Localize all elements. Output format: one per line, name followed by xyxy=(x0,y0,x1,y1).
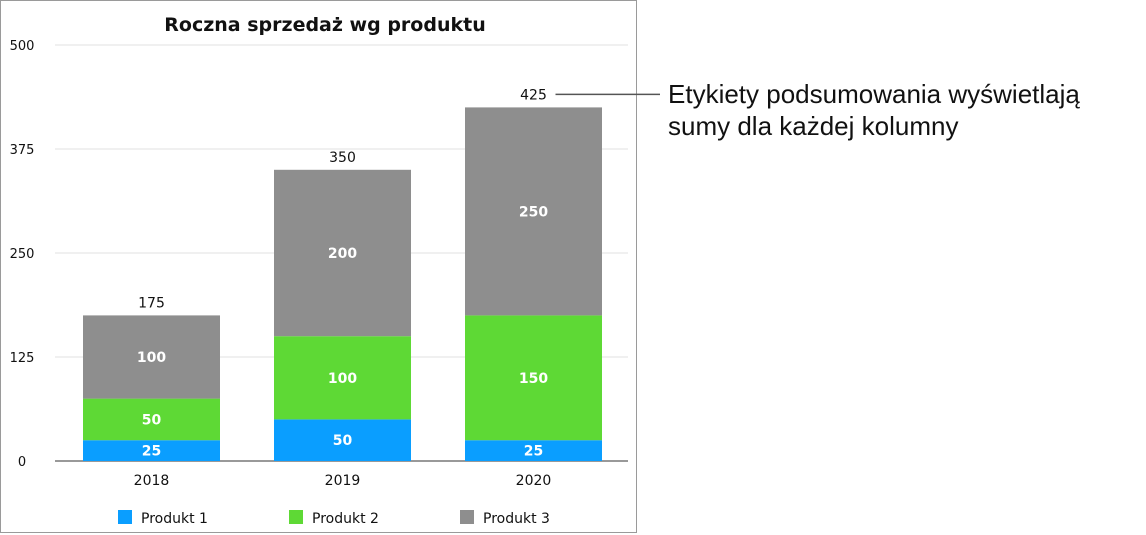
bar-segment xyxy=(83,440,220,461)
segment-value-label: 50 xyxy=(333,433,353,449)
segment-value-label: 50 xyxy=(142,412,162,428)
callout-line-1: Etykiety podsumowania wyświetlają xyxy=(668,79,1080,109)
x-category-label: 2019 xyxy=(325,473,361,489)
bar-segment xyxy=(274,169,411,337)
y-axis-ticks: 0 125 250 375 500 xyxy=(10,39,35,470)
legend-swatch xyxy=(460,510,474,524)
bar-segment xyxy=(83,315,220,399)
callout-annotation: Etykiety podsumowania wyświetlają sumy d… xyxy=(668,78,1080,142)
legend-swatch xyxy=(289,510,303,524)
y-tick-label: 125 xyxy=(10,351,35,366)
y-tick-label: 375 xyxy=(10,143,35,158)
chart-title: Roczna sprzedaż wg produktu xyxy=(164,14,485,36)
bars xyxy=(83,107,602,461)
bar-segment xyxy=(465,315,602,441)
total-value-label: 425 xyxy=(520,87,547,103)
bar-labels: 25 50 100 175 50 100 200 350 25 150 250 425 xyxy=(137,87,548,459)
bar-segment xyxy=(274,419,411,461)
total-value-label: 175 xyxy=(138,295,165,311)
segment-value-label: 100 xyxy=(328,371,357,387)
segment-value-label: 150 xyxy=(519,371,548,387)
y-tick-label: 250 xyxy=(10,247,35,262)
segment-value-label: 25 xyxy=(524,444,543,460)
segment-value-label: 100 xyxy=(137,350,166,366)
y-tick-label: 0 xyxy=(18,455,26,470)
callout-line-2: sumy dla każdej kolumny xyxy=(668,111,959,141)
total-value-label: 350 xyxy=(329,150,356,166)
legend-swatch xyxy=(118,510,132,524)
legend-label: Produkt 2 xyxy=(312,511,379,527)
segment-value-label: 200 xyxy=(328,246,357,262)
y-tick-label: 500 xyxy=(10,39,35,54)
segment-value-label: 25 xyxy=(142,444,161,460)
bar-segment xyxy=(274,336,411,420)
legend-label: Produkt 1 xyxy=(141,511,208,527)
x-category-label: 2018 xyxy=(134,473,170,489)
segment-value-label: 250 xyxy=(519,204,548,220)
x-category-label: 2020 xyxy=(516,473,552,489)
x-axis-labels: 2018 2019 2020 xyxy=(134,473,552,489)
legend-label: Produkt 3 xyxy=(483,511,550,527)
bar-segment xyxy=(83,398,220,441)
legend: Produkt 1 Produkt 2 Produkt 3 xyxy=(118,510,550,527)
bar-segment xyxy=(465,440,602,461)
bar-segment xyxy=(465,107,602,316)
